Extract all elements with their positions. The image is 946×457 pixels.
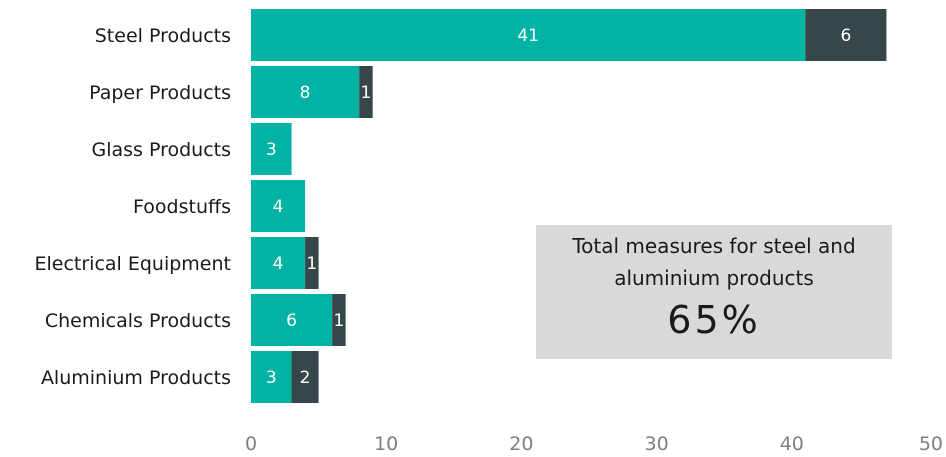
bar-segment-1 — [251, 123, 292, 175]
x-tick-label: 40 — [780, 433, 804, 455]
category-labels: Steel Products Paper Products Glass Produc… — [34, 25, 231, 389]
bar-segment-2 — [359, 66, 373, 118]
category-label: Aluminium Products — [41, 367, 231, 389]
callout-value: 65% — [667, 298, 761, 342]
bar-segment-1 — [251, 294, 333, 346]
data-label: 4 — [273, 197, 284, 217]
category-label: Chemicals Products — [45, 310, 231, 332]
bar-segment-2 — [805, 9, 887, 61]
data-label: 41 — [517, 26, 539, 46]
category-label: Steel Products — [95, 25, 231, 47]
data-label: 1 — [333, 311, 344, 331]
x-tick-label: 0 — [245, 433, 257, 455]
bar-segment-1 — [251, 180, 306, 232]
callout-text: Total measures for steel and aluminium p… — [572, 234, 856, 290]
bar-segment-1 — [251, 351, 292, 403]
x-tick-label: 50 — [919, 433, 943, 455]
bar-segment-1 — [251, 66, 360, 118]
data-label: 3 — [266, 368, 277, 388]
data-label: 1 — [306, 254, 317, 274]
bar-segment-2 — [332, 294, 346, 346]
category-label: Foodstuffs — [133, 196, 231, 218]
bar-segment-2 — [305, 237, 319, 289]
category-label: Electrical Equipment — [34, 253, 231, 275]
data-label: 8 — [300, 83, 311, 103]
data-label: 4 — [273, 254, 284, 274]
bar-segment-2 — [291, 351, 319, 403]
data-label: 6 — [840, 26, 851, 46]
x-axis-ticks: 0 10 20 30 40 50 — [245, 433, 943, 455]
callout-box: Total measures for steel and aluminium p… — [536, 225, 892, 359]
category-label: Glass Products — [91, 139, 231, 161]
x-tick-label: 30 — [645, 433, 669, 455]
data-label: 6 — [286, 311, 297, 331]
data-label: 3 — [266, 140, 277, 160]
x-tick-label: 10 — [374, 433, 398, 455]
x-tick-label: 20 — [509, 433, 533, 455]
bar-segment-1 — [251, 9, 806, 61]
category-label: Paper Products — [89, 82, 231, 104]
data-label: 1 — [361, 83, 372, 103]
bar-segment-1 — [251, 237, 306, 289]
data-label: 2 — [300, 368, 311, 388]
